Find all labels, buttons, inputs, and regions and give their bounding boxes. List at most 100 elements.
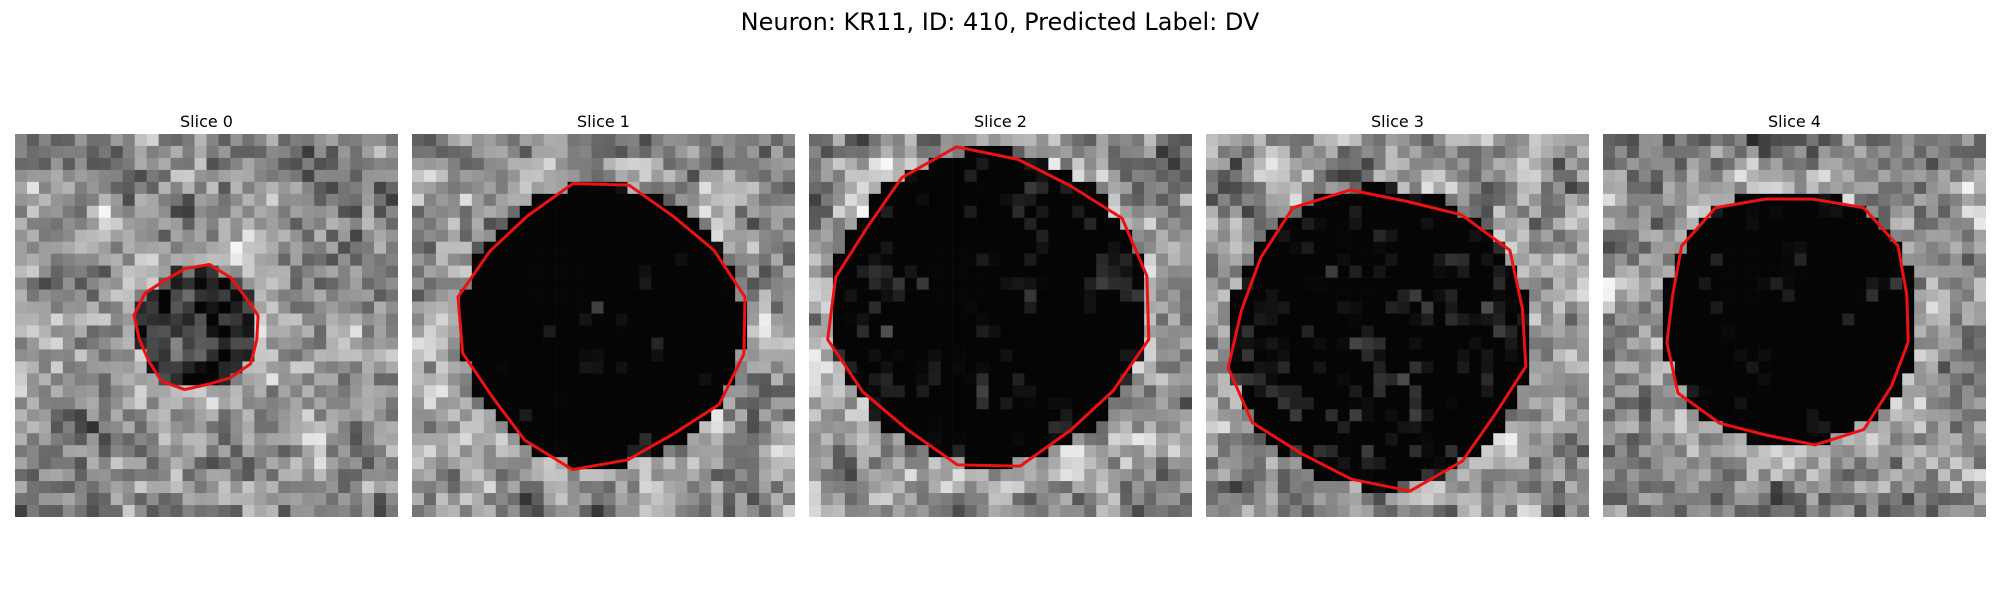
image-pixel bbox=[663, 229, 676, 242]
image-pixel bbox=[15, 265, 28, 278]
image-pixel bbox=[783, 289, 795, 302]
image-pixel bbox=[699, 313, 712, 326]
image-pixel bbox=[868, 313, 882, 326]
image-pixel bbox=[338, 217, 351, 230]
image-pixel bbox=[699, 217, 712, 230]
image-pixel bbox=[386, 181, 398, 195]
image-pixel bbox=[1746, 313, 1759, 326]
image-pixel bbox=[1421, 289, 1434, 302]
image-pixel bbox=[519, 241, 532, 254]
image-pixel bbox=[1842, 193, 1855, 207]
image-pixel bbox=[1241, 145, 1255, 159]
image-pixel bbox=[1614, 181, 1628, 195]
image-pixel bbox=[1373, 493, 1386, 506]
image-pixel bbox=[880, 505, 894, 517]
image-pixel bbox=[412, 217, 425, 230]
image-pixel bbox=[783, 205, 795, 219]
image-pixel bbox=[471, 433, 485, 446]
image-pixel bbox=[916, 145, 929, 159]
image-pixel bbox=[110, 349, 123, 362]
image-pixel bbox=[1541, 169, 1554, 183]
image-pixel bbox=[1325, 241, 1338, 254]
image-pixel bbox=[531, 325, 544, 338]
image-pixel bbox=[1072, 217, 1085, 230]
image-pixel bbox=[976, 373, 989, 386]
image-pixel bbox=[146, 397, 159, 410]
image-pixel bbox=[1626, 397, 1640, 410]
image-pixel bbox=[1048, 337, 1061, 350]
image-pixel bbox=[1638, 457, 1652, 470]
image-pixel bbox=[543, 145, 556, 159]
image-pixel bbox=[916, 469, 929, 482]
image-pixel bbox=[1433, 505, 1446, 517]
image-pixel bbox=[1012, 205, 1025, 219]
image-pixel bbox=[940, 493, 953, 506]
image-pixel bbox=[1481, 433, 1494, 446]
image-pixel bbox=[302, 349, 315, 362]
image-pixel bbox=[1253, 409, 1267, 422]
image-pixel bbox=[1012, 325, 1025, 338]
image-pixel bbox=[1782, 373, 1795, 386]
image-pixel bbox=[134, 229, 147, 242]
image-pixel bbox=[1349, 205, 1362, 219]
image-pixel bbox=[723, 253, 736, 266]
image-pixel bbox=[1650, 301, 1664, 314]
image-pixel bbox=[1806, 265, 1819, 278]
image-pixel bbox=[1180, 169, 1192, 183]
image-pixel bbox=[1902, 265, 1915, 278]
image-pixel bbox=[1974, 181, 1986, 195]
image-pixel bbox=[1626, 433, 1640, 446]
image-pixel bbox=[567, 229, 580, 242]
image-pixel bbox=[1565, 313, 1578, 326]
image-pixel bbox=[1674, 325, 1688, 338]
image-pixel bbox=[170, 505, 183, 517]
image-pixel bbox=[86, 433, 100, 446]
image-pixel bbox=[1313, 145, 1326, 159]
image-pixel bbox=[651, 134, 664, 147]
image-pixel bbox=[194, 134, 207, 147]
image-pixel bbox=[1132, 325, 1145, 338]
image-pixel bbox=[555, 373, 568, 386]
image-pixel bbox=[1144, 193, 1157, 207]
image-pixel bbox=[230, 481, 243, 494]
image-pixel bbox=[15, 445, 28, 458]
image-pixel bbox=[1445, 505, 1458, 517]
image-pixel bbox=[98, 373, 111, 386]
image-pixel bbox=[856, 313, 870, 326]
image-pixel bbox=[1698, 277, 1711, 290]
image-pixel bbox=[1686, 313, 1699, 326]
image-pixel bbox=[663, 313, 676, 326]
image-pixel bbox=[567, 157, 580, 171]
image-pixel bbox=[1818, 457, 1831, 470]
image-pixel bbox=[555, 433, 568, 446]
image-pixel bbox=[471, 193, 485, 207]
image-pixel bbox=[820, 445, 834, 458]
image-pixel bbox=[1553, 265, 1566, 278]
image-pixel bbox=[880, 145, 894, 159]
image-pixel bbox=[988, 157, 1001, 171]
image-pixel bbox=[1277, 433, 1291, 446]
image-pixel bbox=[1397, 373, 1410, 386]
image-pixel bbox=[976, 433, 989, 446]
image-pixel bbox=[1734, 289, 1747, 302]
image-pixel bbox=[1168, 265, 1181, 278]
image-pixel bbox=[1361, 337, 1374, 350]
image-pixel bbox=[892, 457, 905, 470]
image-pixel bbox=[916, 253, 929, 266]
image-pixel bbox=[1373, 421, 1386, 434]
image-pixel bbox=[856, 373, 870, 386]
image-pixel bbox=[471, 229, 485, 242]
image-pixel bbox=[844, 265, 858, 278]
image-pixel bbox=[1770, 289, 1783, 302]
image-pixel bbox=[218, 205, 231, 219]
image-pixel bbox=[976, 289, 989, 302]
image-pixel bbox=[134, 217, 147, 230]
image-pixel bbox=[747, 181, 760, 195]
image-pixel bbox=[50, 301, 64, 314]
image-pixel bbox=[1433, 181, 1446, 195]
image-pixel bbox=[856, 397, 870, 410]
image-pixel bbox=[1842, 157, 1855, 171]
image-pixel bbox=[820, 217, 834, 230]
image-pixel bbox=[338, 301, 351, 314]
image-pixel bbox=[1926, 409, 1939, 422]
